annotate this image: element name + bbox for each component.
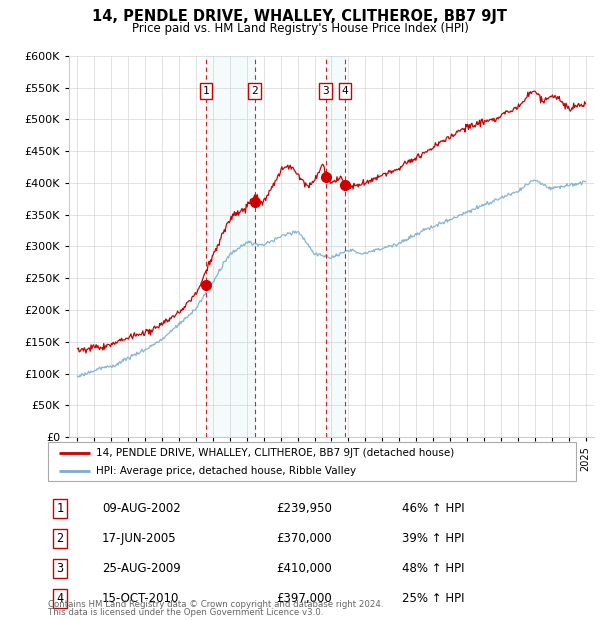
- Text: £370,000: £370,000: [276, 532, 332, 545]
- Text: 4: 4: [341, 86, 348, 95]
- Text: 25% ↑ HPI: 25% ↑ HPI: [402, 591, 464, 604]
- Text: HPI: Average price, detached house, Ribble Valley: HPI: Average price, detached house, Ribb…: [95, 466, 356, 476]
- Text: This data is licensed under the Open Government Licence v3.0.: This data is licensed under the Open Gov…: [48, 608, 323, 617]
- Bar: [326, 56, 345, 437]
- Text: 1: 1: [203, 86, 210, 95]
- Text: Contains HM Land Registry data © Crown copyright and database right 2024.: Contains HM Land Registry data © Crown c…: [48, 600, 383, 609]
- Text: 14, PENDLE DRIVE, WHALLEY, CLITHEROE, BB7 9JT: 14, PENDLE DRIVE, WHALLEY, CLITHEROE, BB…: [92, 9, 508, 24]
- Text: £397,000: £397,000: [276, 591, 332, 604]
- Text: 3: 3: [322, 86, 329, 95]
- Text: 2: 2: [56, 532, 64, 545]
- Text: 3: 3: [56, 562, 64, 575]
- Text: 4: 4: [56, 591, 64, 604]
- Text: 14, PENDLE DRIVE, WHALLEY, CLITHEROE, BB7 9JT (detached house): 14, PENDLE DRIVE, WHALLEY, CLITHEROE, BB…: [95, 448, 454, 458]
- Bar: [206, 56, 254, 437]
- Text: £410,000: £410,000: [276, 562, 332, 575]
- Text: 39% ↑ HPI: 39% ↑ HPI: [402, 532, 464, 545]
- Text: 17-JUN-2005: 17-JUN-2005: [102, 532, 176, 545]
- Text: 48% ↑ HPI: 48% ↑ HPI: [402, 562, 464, 575]
- Text: 25-AUG-2009: 25-AUG-2009: [102, 562, 181, 575]
- Text: 46% ↑ HPI: 46% ↑ HPI: [402, 502, 464, 515]
- Text: 09-AUG-2002: 09-AUG-2002: [102, 502, 181, 515]
- Text: 15-OCT-2010: 15-OCT-2010: [102, 591, 179, 604]
- Text: 1: 1: [56, 502, 64, 515]
- Text: 2: 2: [251, 86, 258, 95]
- Text: Price paid vs. HM Land Registry's House Price Index (HPI): Price paid vs. HM Land Registry's House …: [131, 22, 469, 35]
- Text: £239,950: £239,950: [276, 502, 332, 515]
